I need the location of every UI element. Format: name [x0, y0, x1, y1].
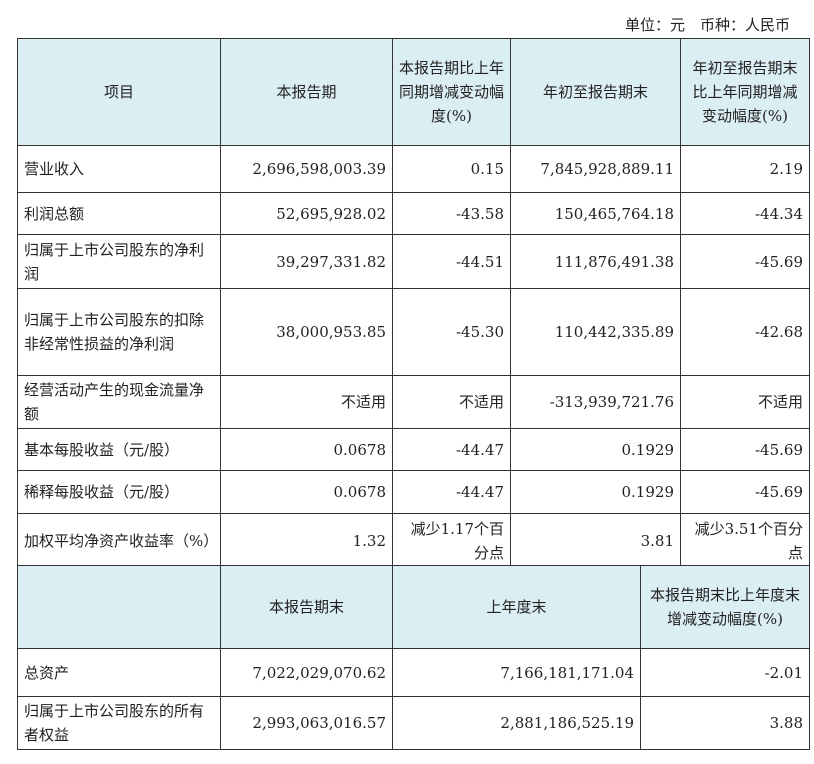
header-cell: 年初至报告期末比上年同期增减变动幅度(%)	[680, 38, 810, 146]
value-cell: -44.34	[680, 192, 810, 235]
value-cell: -43.58	[392, 192, 511, 235]
value-cell: 3.81	[510, 513, 681, 569]
header-cell: 上年度末	[392, 565, 641, 649]
value-cell: 0.0678	[220, 428, 393, 471]
table-row: 基本每股收益（元/股） 0.0678 -44.47 0.1929 -45.69	[17, 428, 810, 471]
table-row: 归属于上市公司股东的所有者权益 2,993,063,016.57 2,881,186…	[17, 696, 810, 750]
value-cell: 2.19	[680, 145, 810, 193]
value-cell: 1.32	[220, 513, 393, 569]
row-label: 营业收入	[17, 145, 221, 193]
unit-currency-note: 单位：元 币种：人民币	[624, 16, 790, 34]
value-cell: 150,465,764.18	[510, 192, 681, 235]
row-label: 归属于上市公司股东的扣除非经常性损益的净利润	[17, 288, 221, 376]
header-cell: 本报告期比上年同期增减变动幅度(%)	[392, 38, 511, 146]
value-cell: 0.1929	[510, 470, 681, 514]
row-label: 归属于上市公司股东的所有者权益	[17, 696, 221, 750]
value-cell: 7,845,928,889.11	[510, 145, 681, 193]
header-cell: 项目	[17, 38, 221, 146]
value-cell: 39,297,331.82	[220, 234, 393, 289]
row-label: 基本每股收益（元/股）	[17, 428, 221, 471]
value-cell: 减少3.51个百分点	[680, 513, 810, 569]
value-cell: 不适用	[392, 375, 511, 429]
value-cell: 0.1929	[510, 428, 681, 471]
value-cell: 减少1.17个百分点	[392, 513, 511, 569]
header-cell: 本报告期	[220, 38, 393, 146]
value-cell: 不适用	[220, 375, 393, 429]
row-label: 加权平均净资产收益率（%）	[17, 513, 221, 569]
value-cell: 2,993,063,016.57	[220, 696, 393, 750]
table-row: 利润总额 52,695,928.02 -43.58 150,465,764.18 -44…	[17, 192, 810, 235]
value-cell: 38,000,953.85	[220, 288, 393, 376]
value-cell: 7,166,181,171.04	[392, 648, 641, 697]
row-label: 归属于上市公司股东的净利润	[17, 234, 221, 289]
table-row: 归属于上市公司股东的扣除非经常性损益的净利润 38,000,953.85 -45.3…	[17, 288, 810, 376]
value-cell: -45.69	[680, 428, 810, 471]
value-cell: 2,881,186,525.19	[392, 696, 641, 750]
value-cell: -45.69	[680, 470, 810, 514]
row-label: 稀释每股收益（元/股）	[17, 470, 221, 514]
value-cell: 52,695,928.02	[220, 192, 393, 235]
value-cell: 0.0678	[220, 470, 393, 514]
value-cell: 0.15	[392, 145, 511, 193]
value-cell: 111,876,491.38	[510, 234, 681, 289]
value-cell: -42.68	[680, 288, 810, 376]
row-label: 利润总额	[17, 192, 221, 235]
row-label: 经营活动产生的现金流量净额	[17, 375, 221, 429]
value-cell: -2.01	[640, 648, 810, 697]
value-cell: 2,696,598,003.39	[220, 145, 393, 193]
value-cell: 不适用	[680, 375, 810, 429]
table-row: 加权平均净资产收益率（%） 1.32 减少1.17个百分点 3.81 减少3.51个百分…	[17, 513, 810, 569]
table-row: 稀释每股收益（元/股） 0.0678 -44.47 0.1929 -45.69	[17, 470, 810, 514]
table-row: 总资产 7,022,029,070.62 7,166,181,171.04 -2.01	[17, 648, 810, 697]
value-cell: -44.47	[392, 470, 511, 514]
value-cell: 7,022,029,070.62	[220, 648, 393, 697]
value-cell: 3.88	[640, 696, 810, 750]
value-cell: 110,442,335.89	[510, 288, 681, 376]
value-cell: -45.30	[392, 288, 511, 376]
key-financials-table: 项目 本报告期 本报告期比上年同期增减变动幅度(%) 年初至报告期末 年初至报告…	[17, 38, 810, 569]
table-row: 经营活动产生的现金流量净额 不适用 不适用 -313,939,721.76 不适用	[17, 375, 810, 429]
table-row: 营业收入 2,696,598,003.39 0.15 7,845,928,889.11…	[17, 145, 810, 193]
table-header-row: 本报告期末 上年度末 本报告期末比上年度末增减变动幅度(%)	[17, 565, 810, 649]
value-cell: -44.51	[392, 234, 511, 289]
balance-table: 本报告期末 上年度末 本报告期末比上年度末增减变动幅度(%) 总资产 7,022,…	[17, 565, 810, 750]
value-cell: -313,939,721.76	[510, 375, 681, 429]
header-cell: 本报告期末	[220, 565, 393, 649]
value-cell: -44.47	[392, 428, 511, 471]
header-cell	[17, 565, 221, 649]
table-row: 归属于上市公司股东的净利润 39,297,331.82 -44.51 111,876,…	[17, 234, 810, 289]
header-cell: 本报告期末比上年度末增减变动幅度(%)	[640, 565, 810, 649]
header-cell: 年初至报告期末	[510, 38, 681, 146]
table-header-row: 项目 本报告期 本报告期比上年同期增减变动幅度(%) 年初至报告期末 年初至报告…	[17, 38, 810, 146]
value-cell: -45.69	[680, 234, 810, 289]
row-label: 总资产	[17, 648, 221, 697]
